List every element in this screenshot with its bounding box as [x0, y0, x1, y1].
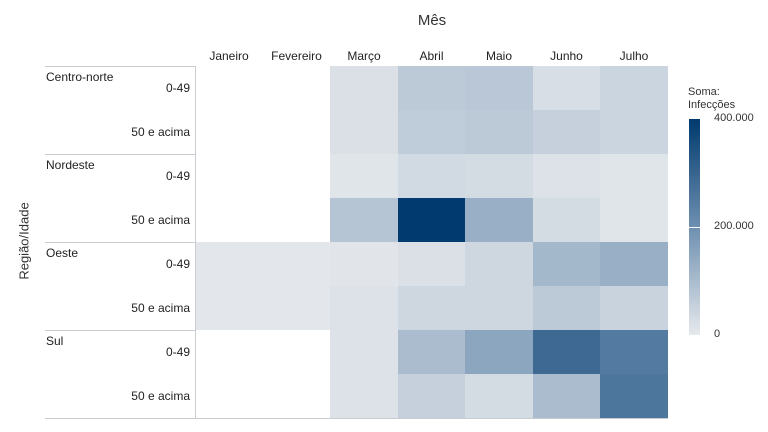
- age-label: 50 e acima: [131, 125, 190, 139]
- age-label: 0-49: [165, 345, 190, 359]
- heatmap-cell: [330, 242, 398, 286]
- heatmap-cell: [465, 110, 533, 154]
- heatmap-cell: [330, 154, 398, 198]
- heatmap-cell: [397, 198, 466, 242]
- region-label: Sul: [46, 334, 64, 348]
- heatmap-cell: [600, 330, 668, 374]
- heatmap-cell: [330, 110, 398, 154]
- legend-tick-label: 200.000: [714, 220, 754, 232]
- region-divider: [45, 66, 195, 67]
- legend-title-line-2: Infecções: [688, 99, 736, 111]
- heatmap-cell: [397, 110, 466, 154]
- x-axis-title: Mês: [417, 12, 447, 29]
- column-label: Fevereiro: [271, 49, 322, 63]
- heatmap-cell: [397, 242, 466, 286]
- heatmap-cell: [262, 286, 331, 330]
- column-label: Junho: [550, 49, 583, 63]
- heatmap-cell: [532, 154, 601, 198]
- column-label: Julho: [619, 49, 649, 63]
- heatmap-cell: [600, 198, 668, 242]
- heatmap-cell: [397, 330, 466, 374]
- heatmap-cell: [465, 374, 533, 418]
- heatmap-cell: [532, 286, 601, 330]
- legend-title: Soma: Infecções: [688, 86, 735, 112]
- region-label: Nordeste: [46, 158, 95, 172]
- heatmap-cell: [397, 66, 466, 110]
- heatmap-cell: [330, 374, 398, 418]
- heatmap-cell: [600, 286, 668, 330]
- heatmap-cell: [600, 242, 668, 286]
- heatmap-cell: [195, 286, 263, 330]
- heatmap-cell: [532, 110, 601, 154]
- region-label: Oeste: [46, 246, 79, 260]
- heatmap-cell: [397, 154, 466, 198]
- heatmap-cell: [532, 242, 601, 286]
- heatmap-cell: [330, 66, 398, 110]
- legend-tick-mark: [689, 227, 700, 228]
- age-label: 50 e acima: [131, 301, 190, 315]
- legend-title-line-1: Soma:: [688, 86, 720, 98]
- heatmap-cell: [465, 330, 533, 374]
- heatmap-cell: [397, 374, 466, 418]
- legend-tick-label: 0: [714, 328, 721, 340]
- heatmap-cell: [397, 286, 466, 330]
- heatmap-cell: [600, 66, 668, 110]
- heatmap-cell: [600, 110, 668, 154]
- heatmap-cell: [532, 66, 601, 110]
- heatmap-cell: [532, 374, 601, 418]
- heatmap-cell: [330, 330, 398, 374]
- heatmap-cell: [262, 242, 331, 286]
- heatmap-cell: [532, 198, 601, 242]
- heatmap-cell: [195, 242, 263, 286]
- heatmap-cell: [465, 242, 533, 286]
- heatmap-cell: [465, 154, 533, 198]
- region-divider: [45, 330, 195, 331]
- heatmap-cell: [465, 286, 533, 330]
- region-label: Centro-norte: [46, 70, 114, 84]
- age-label: 0-49: [165, 257, 190, 271]
- column-label: Março: [347, 49, 381, 63]
- column-label: Abril: [419, 49, 444, 63]
- heatmap-cell: [465, 66, 533, 110]
- heatmap-cell: [465, 198, 533, 242]
- age-label: 0-49: [165, 169, 190, 183]
- heatmap-cell: [600, 374, 668, 418]
- age-label: 50 e acima: [131, 213, 190, 227]
- age-label: 0-49: [165, 81, 190, 95]
- heatmap-cell: [330, 286, 398, 330]
- age-label: 50 e acima: [131, 389, 190, 403]
- heatmap-cell: [330, 198, 398, 242]
- heatmap-cell: [532, 330, 601, 374]
- y-axis-title: Região/Idade: [16, 202, 32, 280]
- heatmap-cell: [600, 154, 668, 198]
- region-divider: [45, 242, 195, 243]
- bottom-axis-line: [45, 418, 668, 419]
- region-divider: [45, 154, 195, 155]
- legend-tick-label: 400.000: [714, 112, 754, 124]
- column-label: Maio: [485, 49, 512, 63]
- row-header-divider: [195, 66, 196, 418]
- column-label: Janeiro: [209, 49, 249, 63]
